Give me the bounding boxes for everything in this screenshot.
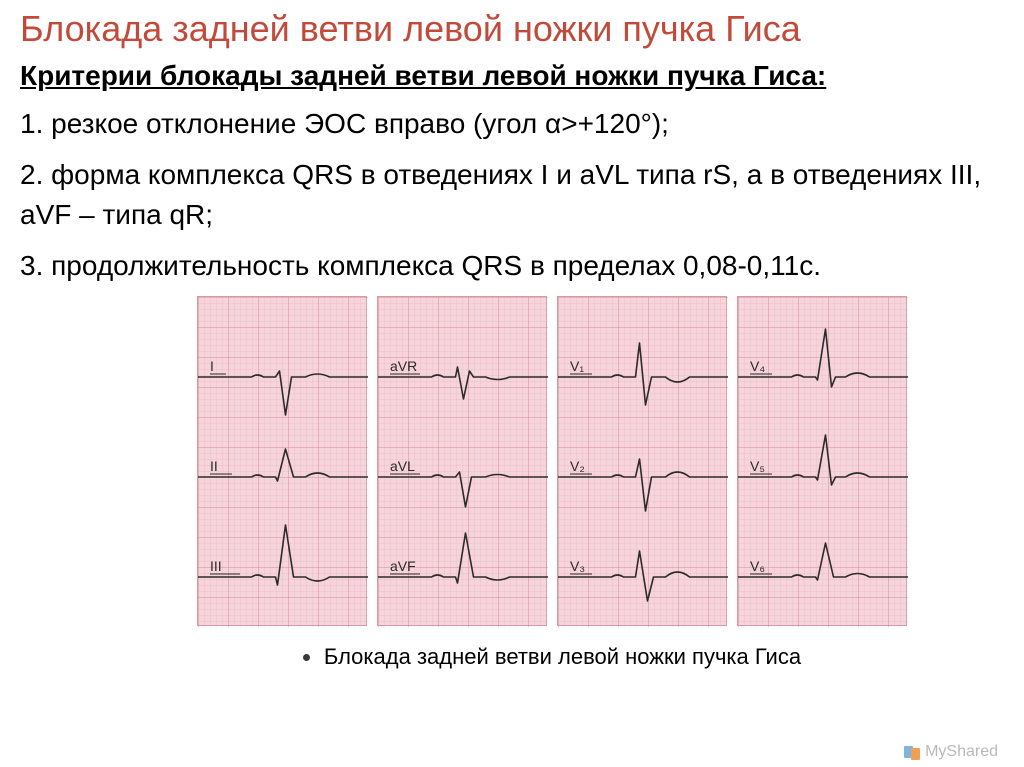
ecg-panel: IIIIIIaVRaVLaVFV₁V₂V₃V₄V₅V₆ <box>20 296 1004 626</box>
watermark-text: MyShared <box>925 743 998 761</box>
svg-text:II: II <box>210 458 218 474</box>
ecg-caption: Блокада задней ветви левой ножки пучка Г… <box>20 644 1004 670</box>
ecg-strip: V₁ V₂ V₃ <box>557 296 727 626</box>
bullet-icon <box>303 654 310 661</box>
svg-text:V₁: V₁ <box>570 358 584 374</box>
svg-text:I: I <box>210 358 214 374</box>
ecg-caption-text: Блокада задней ветви левой ножки пучка Г… <box>324 644 801 670</box>
svg-text:III: III <box>210 558 222 574</box>
svg-text:aVF: aVF <box>390 558 416 574</box>
svg-text:V₅: V₅ <box>750 458 765 474</box>
page-title: Блокада задней ветви левой ножки пучка Г… <box>20 8 1004 50</box>
ecg-strip: IIIIII <box>197 296 367 626</box>
svg-text:V₂: V₂ <box>570 458 585 474</box>
watermark: MyShared <box>903 743 998 761</box>
criteria-list: 1. резкое отклонение ЭОС вправо (угол α>… <box>20 104 1004 286</box>
myshared-logo-icon <box>903 743 921 761</box>
svg-text:aVR: aVR <box>390 358 417 374</box>
ecg-strip: aVR aVL aVF <box>377 296 547 626</box>
criteria-item: 3. продолжительность комплекса QRS в пре… <box>20 246 1004 287</box>
criteria-item: 2. форма комплекса QRS в отведениях I и … <box>20 155 1004 236</box>
criteria-item: 1. резкое отклонение ЭОС вправо (угол α>… <box>20 104 1004 145</box>
svg-text:V₆: V₆ <box>750 558 765 574</box>
ecg-strip: V₄ V₅ V₆ <box>737 296 907 626</box>
svg-text:V₃: V₃ <box>570 558 585 574</box>
criteria-heading: Критерии блокады задней ветви левой ножк… <box>20 60 1004 92</box>
svg-text:aVL: aVL <box>390 458 415 474</box>
svg-text:V₄: V₄ <box>750 358 765 374</box>
